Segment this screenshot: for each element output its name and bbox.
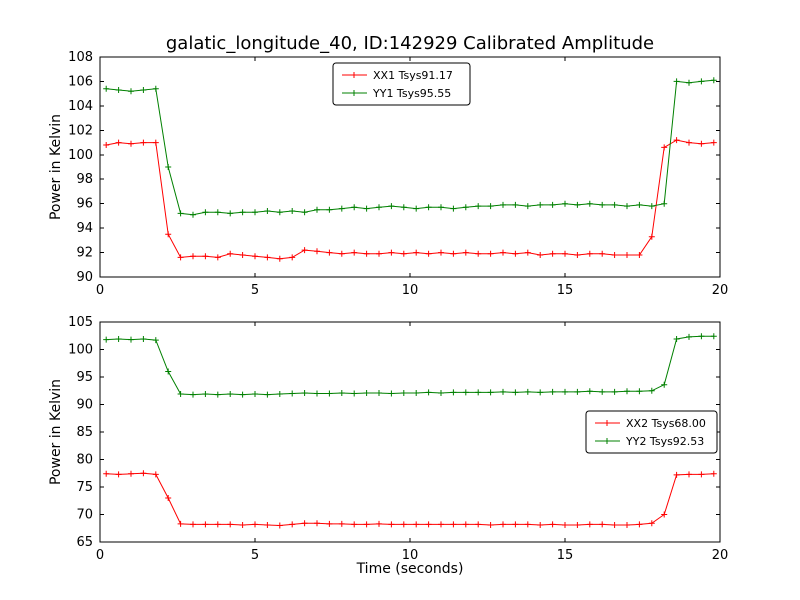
y-tick-label: 102 (68, 123, 93, 138)
x-tick-label: 0 (96, 548, 104, 563)
x-tick-label: 20 (712, 548, 729, 563)
legend-sample-marker (351, 90, 357, 96)
series-markers-YY2 (103, 333, 717, 398)
y-tick-label: 65 (76, 535, 93, 550)
y-tick-label: 100 (68, 343, 93, 358)
y-tick-label: 104 (68, 99, 93, 114)
y-tick-label: 92 (76, 246, 93, 261)
legend-label: YY2 Tsys92.53 (625, 435, 704, 448)
legend-sample-marker (351, 72, 357, 78)
subplot-0: 0 5 10 15 20 90 92 94 96 98 100 102 104 106 108 XX1 Tsy… (68, 50, 728, 298)
x-tick-label: 20 (712, 283, 729, 298)
chart-title: galatic_longitude_40, ID:142929 Calibrat… (166, 33, 654, 54)
x-tick-label: 5 (251, 548, 259, 563)
legend-sample-marker (604, 438, 610, 444)
legend-label: XX1 Tsys91.17 (373, 69, 453, 82)
legend-box (585, 410, 718, 454)
series-markers-XX1 (103, 137, 717, 262)
series-markers-XX2 (103, 470, 717, 529)
y-tick-label: 85 (76, 425, 93, 440)
series-line-XX1 (106, 139, 714, 260)
x-tick-label: 15 (557, 548, 574, 563)
y-tick-label: 70 (76, 508, 93, 523)
y-tick-label: 90 (76, 398, 93, 413)
x-tick-label: 10 (402, 283, 419, 298)
legend-label: XX2 Tsys68.00 (626, 417, 706, 430)
y-tick-label: 96 (76, 197, 93, 212)
legend-label: YY1 Tsys95.55 (372, 87, 451, 100)
y-tick-label: 90 (76, 270, 93, 285)
y-tick-label: 108 (68, 50, 93, 65)
series-markers-YY1 (103, 77, 717, 218)
subplot-1: 0 5 10 15 20 65 70 75 80 85 90 95 100 105 XX2 Tsys68.0… (68, 315, 728, 563)
x-tick-label: 15 (557, 283, 574, 298)
x-tick-label: 10 (402, 548, 419, 563)
legend-box (332, 62, 471, 106)
y-axis-label-bottom: Power in Kelvin (48, 379, 64, 485)
y-tick-label: 106 (68, 74, 93, 89)
legend-sample-marker (604, 420, 610, 426)
y-tick-label: 95 (76, 370, 93, 385)
y-tick-label: 98 (76, 172, 93, 187)
y-tick-label: 100 (68, 148, 93, 163)
y-tick-label: 105 (68, 315, 93, 330)
y-tick-label: 75 (76, 480, 93, 495)
y-tick-label: 94 (76, 221, 93, 236)
x-axis-label: Time (seconds) (356, 561, 464, 577)
series-line-YY2 (106, 335, 714, 396)
series-line-XX2 (106, 472, 714, 527)
y-tick-label: 80 (76, 453, 93, 468)
y-axis-label-top: Power in Kelvin (48, 114, 64, 220)
x-tick-label: 5 (251, 283, 259, 298)
x-tick-label: 0 (96, 283, 104, 298)
